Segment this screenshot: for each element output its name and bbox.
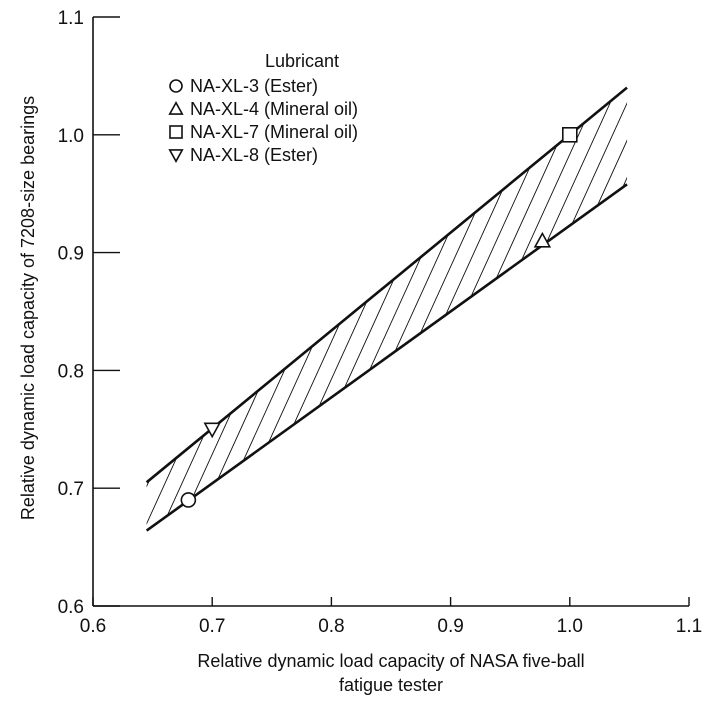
hatch-line <box>574 87 628 531</box>
legend-title: Lubricant <box>265 51 339 71</box>
legend-marker-square <box>169 125 183 139</box>
x-tick-label: 1.0 <box>557 616 583 637</box>
y-tick-label: 1.1 <box>58 8 84 29</box>
hatch-line <box>0 0 113 703</box>
hatch-line <box>455 87 628 531</box>
hatch-line <box>353 87 628 531</box>
hatch-line <box>557 87 628 531</box>
data-point-triangle-up <box>533 231 552 248</box>
y-axis-label: Relative dynamic load capacity of 7208-s… <box>18 96 38 520</box>
legend-label: NA-XL-4 (Mineral oil) <box>190 99 358 119</box>
hatch-line <box>370 87 628 531</box>
legend: Lubricant NA-XL-3 (Ester) NA-XL-4 (Minera… <box>168 51 358 165</box>
hatch-line <box>489 87 628 531</box>
data-point-circle <box>180 492 197 508</box>
band-lower-line <box>145 183 628 532</box>
legend-marker-triangle-down <box>168 149 184 163</box>
data-point-square <box>561 127 578 143</box>
y-tick-label: 0.7 <box>58 479 84 500</box>
data-points <box>180 127 578 508</box>
hatch-line <box>421 87 628 531</box>
y-tick-label: 1.0 <box>58 126 84 147</box>
x-tick-label: 1.1 <box>676 616 702 637</box>
hatch-line <box>438 87 628 531</box>
legend-item: NA-XL-4 (Mineral oil) <box>168 99 358 119</box>
hatch-line <box>523 87 628 531</box>
hatch-line <box>694 0 706 703</box>
x-axis-ticks: 0.6 0.7 0.8 0.9 1.0 1.1 <box>80 597 702 637</box>
band-upper-line <box>145 86 628 484</box>
hatch-line <box>472 87 628 531</box>
legend-marker-triangle-up <box>168 101 184 115</box>
y-tick-label: 0.9 <box>58 244 84 265</box>
hatch-line <box>625 87 628 531</box>
legend-item: NA-XL-3 (Ester) <box>169 76 318 96</box>
x-tick-label: 0.8 <box>318 616 344 637</box>
legend-marker-circle <box>169 79 183 93</box>
legend-label: NA-XL-3 (Ester) <box>190 76 318 96</box>
y-axis-ticks: 0.6 0.7 0.8 0.9 1.0 1.1 <box>58 8 120 618</box>
hatch-line <box>336 87 628 531</box>
y-tick-label: 0.8 <box>58 361 84 382</box>
hatch-line <box>387 87 628 531</box>
data-point-triangle-down <box>203 422 221 439</box>
y-tick-label: 0.6 <box>58 597 84 618</box>
hatch-line <box>677 0 706 703</box>
hatch-line <box>319 87 628 531</box>
x-tick-label: 0.9 <box>437 616 463 637</box>
legend-item: NA-XL-7 (Mineral oil) <box>169 122 358 142</box>
legend-item: NA-XL-8 (Ester) <box>168 145 318 165</box>
hatch-line <box>608 87 628 531</box>
hatch-line <box>540 87 628 531</box>
x-tick-label: 0.6 <box>80 616 106 637</box>
hatch-line <box>0 0 11 703</box>
x-axis-label-line-1: Relative dynamic load capacity of NASA f… <box>197 651 584 671</box>
legend-label: NA-XL-7 (Mineral oil) <box>190 122 358 142</box>
x-tick-label: 0.7 <box>199 616 225 637</box>
hatch-line <box>660 0 706 703</box>
chart-axes <box>92 17 689 607</box>
legend-label: NA-XL-8 (Ester) <box>190 145 318 165</box>
hatch-line <box>643 0 706 703</box>
x-axis-label-line-2: fatigue tester <box>339 675 443 695</box>
